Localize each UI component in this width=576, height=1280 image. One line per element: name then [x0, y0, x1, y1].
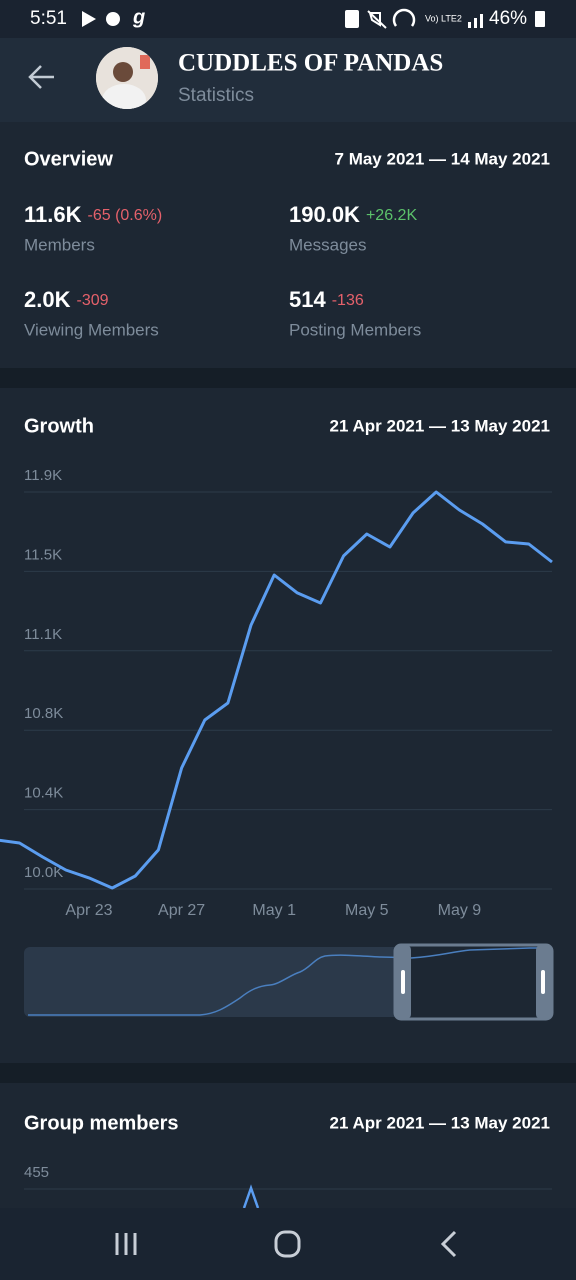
section-title: Overview	[24, 148, 113, 170]
stat-change: -136	[332, 292, 364, 309]
back-nav-button[interactable]	[440, 1230, 457, 1258]
channel-title: CUDDLES OF PANDAS	[178, 50, 443, 77]
stat-number: 2.0K	[24, 287, 71, 312]
stat-label: Viewing Members	[24, 320, 159, 339]
clock: 5:51	[30, 8, 67, 29]
members-line	[242, 1184, 260, 1209]
y-tick-label: 455	[24, 1164, 49, 1181]
app-header	[0, 38, 576, 122]
stat-label: Posting Members	[289, 320, 421, 339]
stat-number: 514	[289, 287, 326, 312]
x-tick-label: May 1	[252, 902, 296, 919]
y-tick-label: 10.4K	[24, 785, 63, 802]
battery-level: 46%	[489, 8, 527, 29]
date-range: 7 May 2021 — 14 May 2021	[335, 149, 550, 168]
x-tick-label: Apr 23	[65, 902, 112, 919]
status-icons: g	[82, 6, 483, 29]
date-range: 21 Apr 2021 — 13 May 2021	[329, 416, 550, 435]
svg-text:g: g	[132, 6, 145, 28]
stat-change: +26.2K	[366, 207, 417, 224]
y-tick-label: 10.8K	[24, 705, 63, 722]
avatar[interactable]	[96, 47, 158, 116]
overview-card	[0, 122, 576, 368]
members-chart: 455	[24, 1164, 552, 1190]
x-tick-label: May 9	[438, 902, 482, 919]
network-label: Vo) LTE2	[425, 13, 462, 23]
growth-line	[0, 490, 553, 890]
back-button[interactable]	[28, 65, 54, 89]
nav-bar	[0, 1208, 576, 1280]
stat-change: -309	[76, 292, 108, 309]
members-card	[0, 1083, 576, 1208]
chart-title: Group members	[24, 1112, 178, 1134]
date-range: 21 Apr 2021 — 13 May 2021	[329, 1113, 550, 1132]
stat-label: Members	[24, 235, 95, 254]
recents-button[interactable]	[115, 1233, 137, 1255]
page-subtitle: Statistics	[178, 85, 254, 106]
stat-value: 514 -136	[289, 287, 364, 312]
stat-change: -65 (0.6%)	[88, 207, 163, 224]
stat-value: 2.0K -309	[24, 287, 109, 312]
x-tick-label: Apr 27	[158, 902, 205, 919]
y-tick-label: 10.0K	[24, 864, 63, 881]
battery-icon	[535, 11, 545, 27]
growth-chart: 10.0K 10.4K 10.8K 11.1K 11.5K 11.9K Apr 23 Apr …	[0, 467, 553, 919]
y-tick-label: 11.9K	[24, 467, 62, 484]
stat-label: Messages	[289, 235, 366, 254]
stat-number: 11.6K	[24, 202, 82, 227]
home-button[interactable]	[274, 1230, 301, 1258]
y-tick-label: 11.1K	[24, 626, 62, 643]
stat-value: 11.6K -65 (0.6%)	[24, 202, 162, 227]
stat-value: 190.0K +26.2K	[289, 202, 417, 227]
x-tick-label: May 5	[345, 902, 389, 919]
y-tick-label: 11.5K	[24, 546, 62, 563]
stat-number: 190.0K	[289, 202, 360, 227]
chart-title: Growth	[24, 415, 94, 437]
range-navigator[interactable]	[24, 943, 554, 1021]
